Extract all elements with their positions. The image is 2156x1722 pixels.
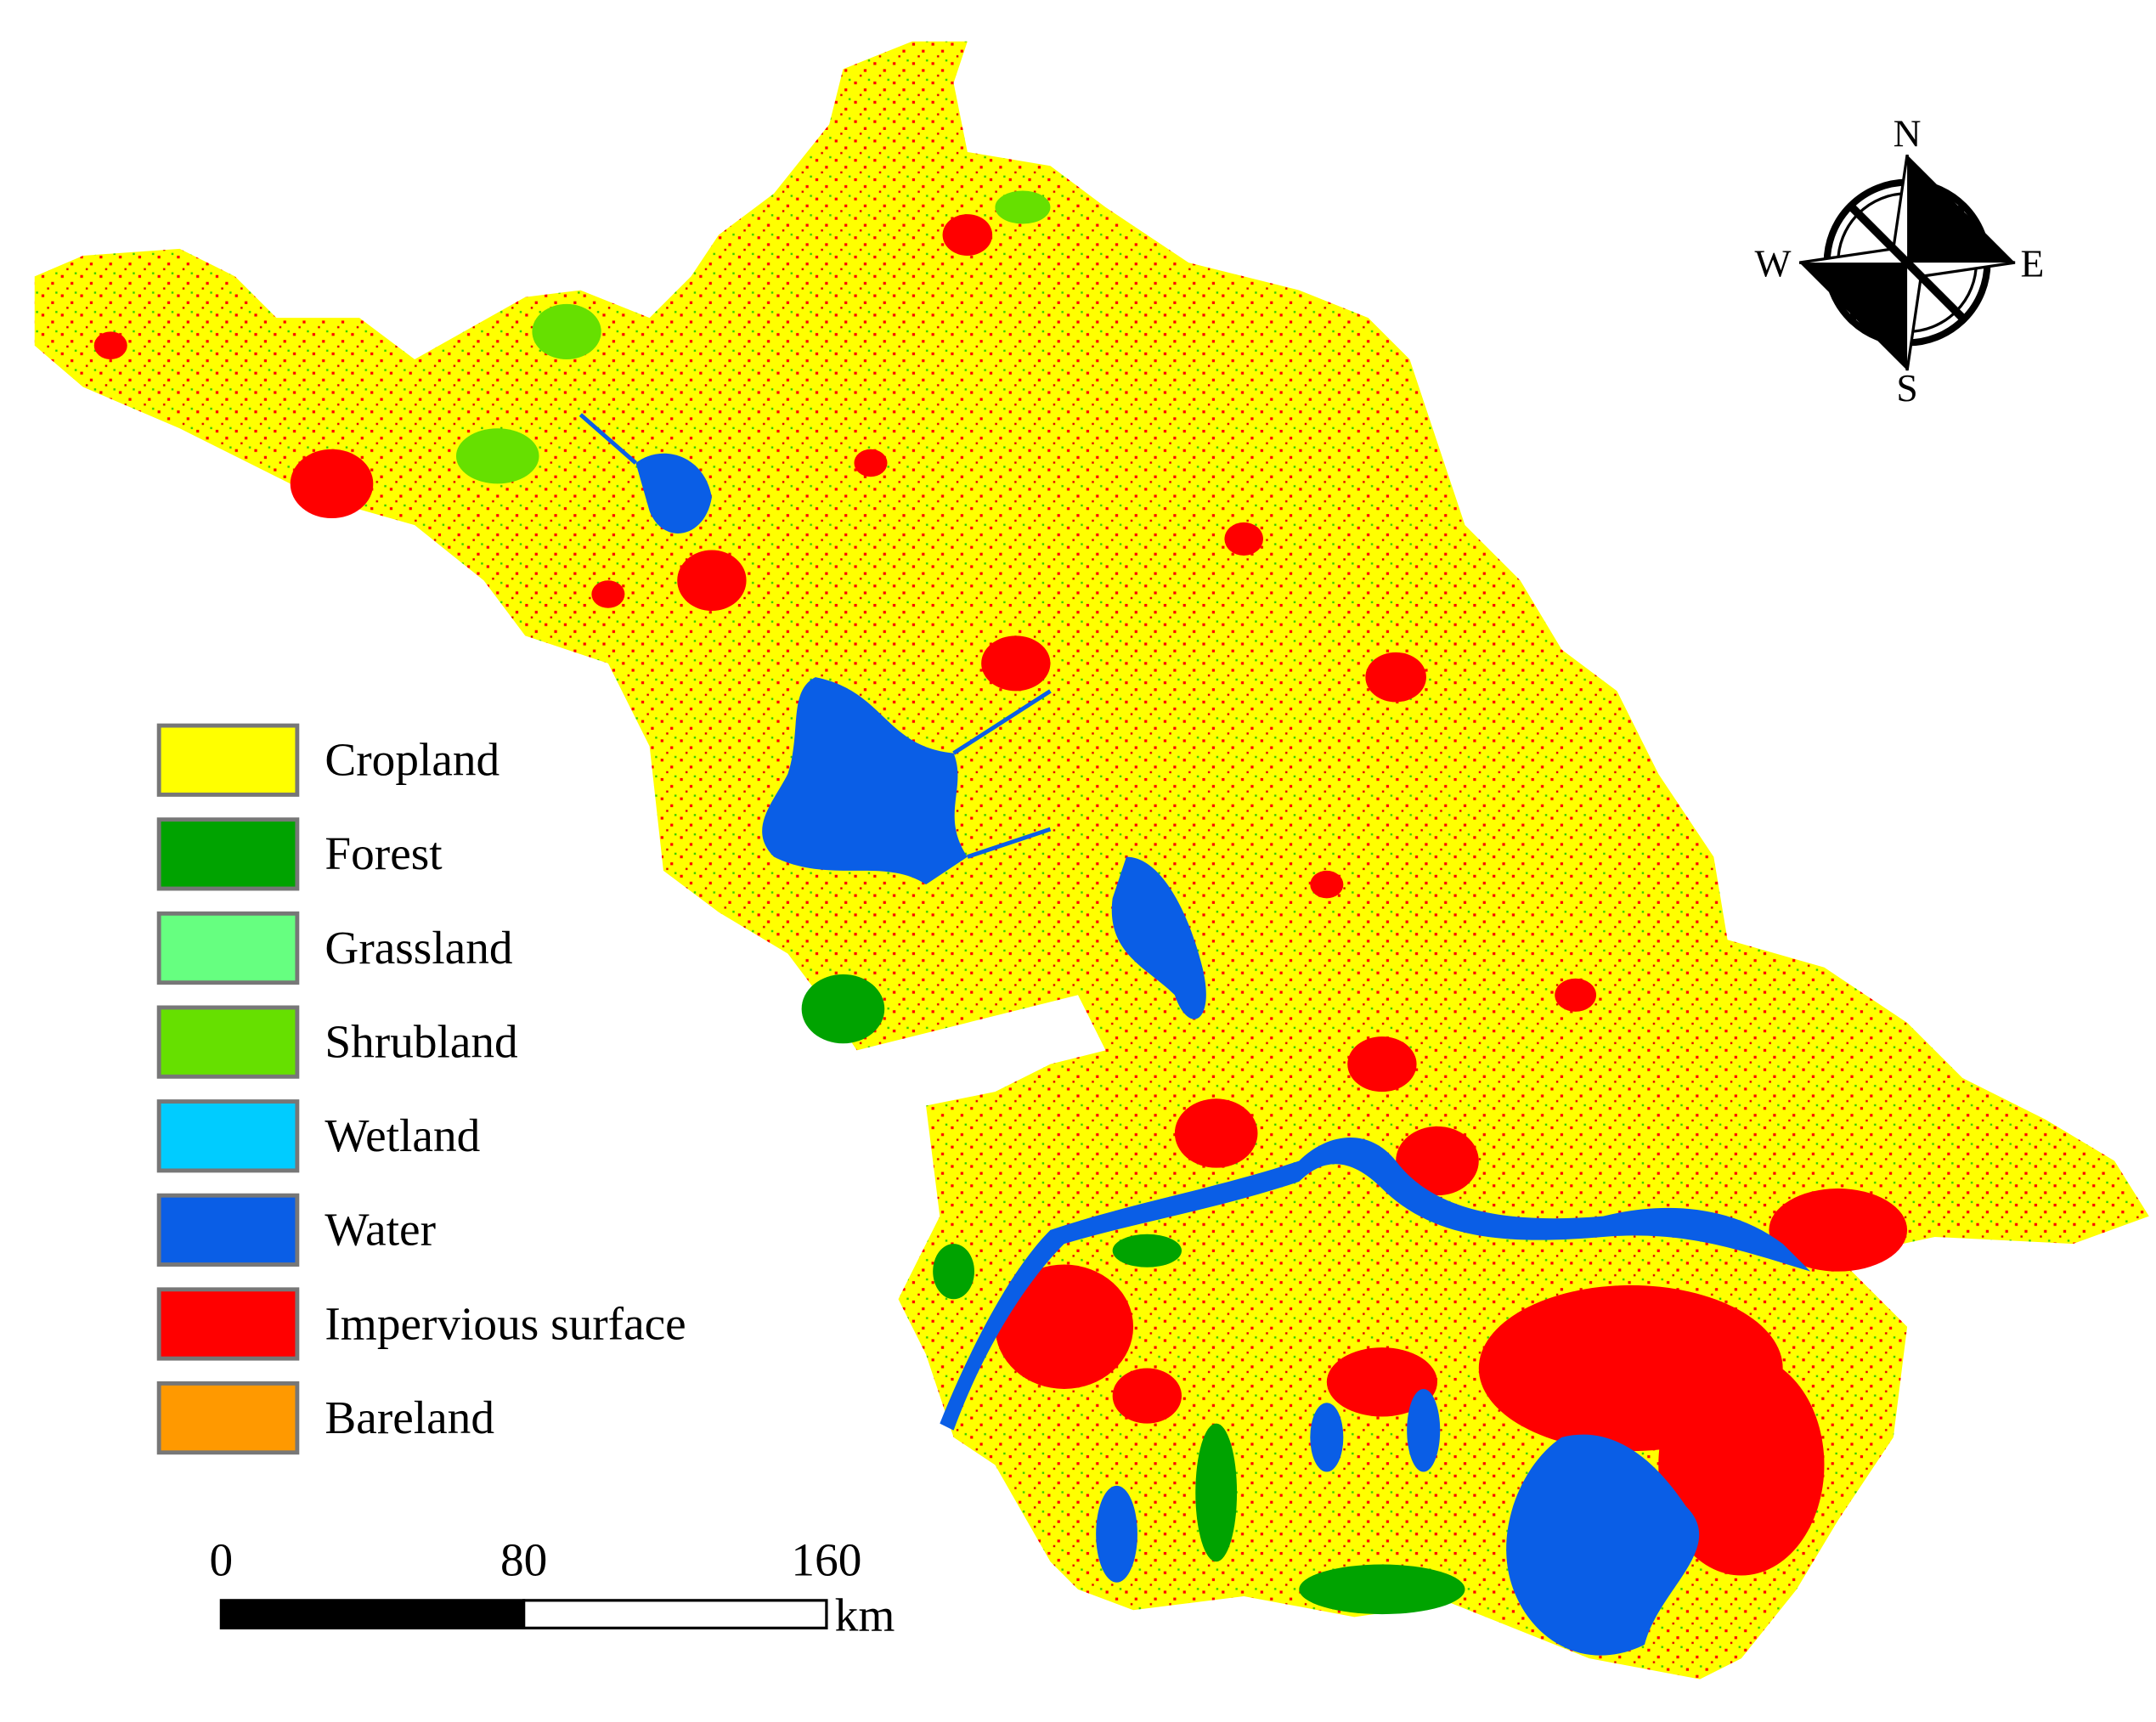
scale-label: 80 [500, 1534, 547, 1586]
legend-label: Wetland [325, 1109, 480, 1161]
scale-label: 0 [210, 1534, 234, 1586]
compass: N S W E [1754, 111, 2044, 409]
legend-label: Water [325, 1204, 436, 1256]
vegetation [455, 190, 1465, 1615]
scale-segment [219, 1599, 526, 1630]
legend-swatch [156, 723, 300, 797]
legend-swatch [156, 1005, 300, 1079]
compass-label: W [1754, 241, 1791, 285]
compass-label: E [2020, 241, 2044, 285]
legend-swatch [156, 1193, 300, 1267]
scale-segment [522, 1599, 828, 1630]
legend-swatch [156, 1287, 300, 1361]
scale-label: 160 [791, 1534, 861, 1586]
province [34, 41, 2149, 1680]
urban-areas [93, 214, 1908, 1576]
legend-label: Cropland [325, 734, 499, 786]
legend-swatch [156, 817, 300, 891]
legend: Cropland Forest Grassland Shrubland Wetland W… [156, 723, 686, 1455]
legend-label: Shrubland [325, 1016, 517, 1068]
scale-unit: km [835, 1589, 895, 1641]
compass-label: S [1896, 366, 1917, 409]
compass-label: N [1894, 111, 1922, 155]
legend-swatch [156, 911, 300, 985]
legend-label: Grassland [325, 922, 512, 974]
water-bodies [579, 413, 1811, 1656]
legend-swatch [156, 1380, 300, 1455]
legend-swatch [156, 1099, 300, 1173]
legend-label: Bareland [325, 1392, 494, 1443]
legend-label: Impervious surface [325, 1297, 686, 1349]
legend-label: Forest [325, 827, 443, 879]
